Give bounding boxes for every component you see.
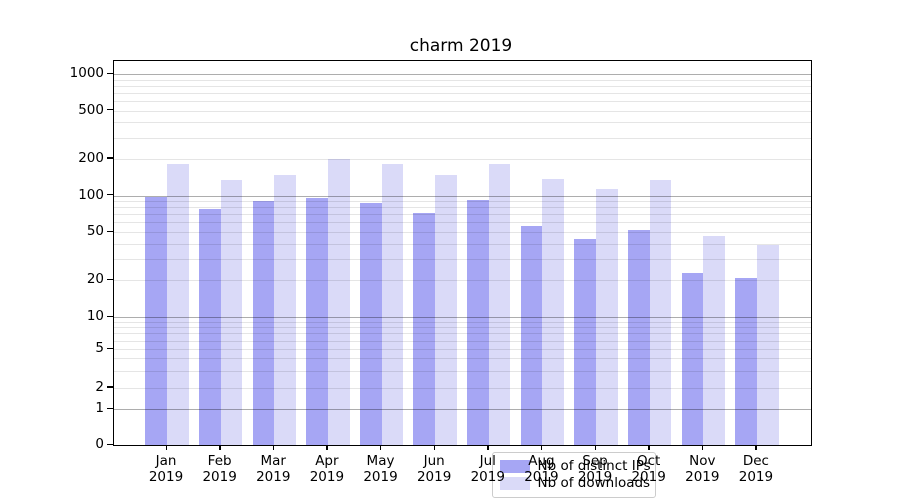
x-tick-month-jun: Jun <box>423 453 445 469</box>
x-tick-year-feb: 2019 <box>202 469 237 485</box>
gridline-minor-800 <box>113 85 811 87</box>
x-tick-month-apr: Apr <box>315 453 339 469</box>
gridline-minor-600 <box>113 100 811 102</box>
x-tick-label-may: May 2019 <box>351 453 411 485</box>
x-tick-label-apr: Apr 2019 <box>297 453 357 485</box>
bar-nb-of-downloads-feb <box>220 180 243 445</box>
gridline-minor-60 <box>113 222 811 224</box>
bar-nb-of-downloads-may <box>381 164 404 445</box>
y-tick-label-0: 0 <box>95 436 104 452</box>
x-tick-year-apr: 2019 <box>309 469 345 485</box>
x-tick-month-jan: Jan <box>155 453 177 469</box>
y-tick-label-50: 50 <box>86 223 104 240</box>
x-tick-year-nov: 2019 <box>685 469 720 485</box>
bar-nb-of-distinct-ips-nov <box>681 273 704 445</box>
gridline-minor-40 <box>113 243 811 245</box>
bar-nb-of-distinct-ips-mar <box>252 201 275 445</box>
x-tick-year-jun: 2019 <box>416 469 452 485</box>
gridline-minor-900 <box>113 79 811 81</box>
legend-label-nb-of-downloads: Nb of downloads <box>537 475 651 492</box>
gridline-minor-300 <box>113 137 811 139</box>
x-tick-label-jan: Jan 2019 <box>136 453 196 485</box>
gridline-minor-70 <box>113 214 811 216</box>
x-tick-month-nov: Nov <box>689 453 716 469</box>
bar-nb-of-downloads-jun <box>435 175 457 445</box>
legend-row-nb-of-distinct-ips: Nb of distinct IPs <box>499 457 651 474</box>
gridline-major-1 <box>113 409 811 410</box>
legend-label-nb-of-distinct-ips: Nb of distinct IPs <box>537 457 651 474</box>
gridline-major-100 <box>113 195 811 197</box>
bar-nb-of-distinct-ips-feb <box>198 208 221 445</box>
x-tick-month-feb: Feb <box>207 453 232 469</box>
x-tick-year-dec: 2019 <box>738 469 774 485</box>
bar-nb-of-downloads-mar <box>274 175 296 445</box>
bar-nb-of-distinct-ips-jan <box>145 196 167 445</box>
gridline-minor-7 <box>113 333 811 335</box>
legend-row-nb-of-downloads: Nb of downloads <box>499 475 651 492</box>
bar-nb-of-downloads-sep <box>596 188 618 445</box>
x-tick-month-may: May <box>366 453 395 469</box>
gridline-minor-4 <box>113 358 811 360</box>
bar-nb-of-distinct-ips-apr <box>306 198 328 445</box>
x-tick-label-feb: Feb 2019 <box>190 453 250 485</box>
chart-title: charm 2019 <box>409 36 513 56</box>
gridline-major-1000 <box>113 74 811 75</box>
bar-nb-of-downloads-jan <box>167 163 189 445</box>
bar-nb-of-downloads-apr <box>327 159 350 445</box>
gridline-minor-30 <box>113 259 811 261</box>
bar-nb-of-distinct-ips-dec <box>735 277 757 445</box>
gridline-minor-200 <box>113 158 811 160</box>
x-tick-label-mar: Mar 2019 <box>243 453 303 485</box>
x-tick-year-may: 2019 <box>363 469 398 485</box>
x-tick-year-jan: 2019 <box>148 469 184 485</box>
gridline-major-10 <box>113 317 811 318</box>
x-tick-label-jun: Jun 2019 <box>404 453 464 485</box>
y-tick-label-1: 1 <box>95 400 104 416</box>
gridline-minor-8 <box>113 327 811 329</box>
x-tick-month-dec: Dec <box>742 453 769 469</box>
y-tick-label-100: 100 <box>78 186 104 203</box>
legend-swatch-nb-of-distinct-ips <box>499 459 530 473</box>
y-tick-label-20: 20 <box>86 271 104 288</box>
gridline-minor-20 <box>113 280 811 282</box>
bar-nb-of-downloads-oct <box>649 180 672 445</box>
x-tick-label-dec: Dec 2019 <box>726 453 786 485</box>
y-tick-label-10: 10 <box>86 308 104 324</box>
gridline-minor-5 <box>113 349 811 350</box>
gridline-minor-400 <box>113 122 811 124</box>
gridline-minor-3 <box>113 370 811 372</box>
gridline-minor-2 <box>113 387 811 389</box>
bar-nb-of-distinct-ips-jun <box>413 212 436 445</box>
legend-swatch-nb-of-downloads <box>499 477 530 491</box>
gridline-minor-700 <box>113 92 811 94</box>
bars-layer <box>114 61 811 445</box>
x-tick-month-mar: Mar <box>260 453 286 469</box>
y-tick-label-2: 2 <box>95 378 104 395</box>
gridline-minor-9 <box>113 321 811 323</box>
y-tick-label-1000: 1000 <box>69 65 104 81</box>
bar-nb-of-downloads-jul <box>488 163 511 445</box>
bar-nb-of-downloads-nov <box>703 236 725 445</box>
y-tick-label-200: 200 <box>78 149 104 166</box>
y-tick-label-500: 500 <box>78 101 104 118</box>
gridline-minor-50 <box>113 232 811 234</box>
bar-nb-of-distinct-ips-aug <box>520 226 543 445</box>
plot-area: Nb of distinct IPs Nb of downloads <box>112 60 812 498</box>
gridline-minor-80 <box>113 207 811 209</box>
bar-nb-of-distinct-ips-sep <box>574 238 597 445</box>
bar-nb-of-distinct-ips-may <box>359 203 382 445</box>
bar-nb-of-downloads-dec <box>756 245 779 445</box>
x-tick-year-mar: 2019 <box>256 469 291 485</box>
gridline-minor-500 <box>113 110 811 112</box>
x-tick-label-nov: Nov 2019 <box>672 453 732 485</box>
bar-nb-of-distinct-ips-jul <box>467 200 489 445</box>
legend: Nb of distinct IPs Nb of downloads <box>491 452 656 498</box>
grid-layer <box>113 61 811 445</box>
gridline-minor-6 <box>113 340 811 342</box>
gridline-minor-90 <box>113 201 811 203</box>
bar-nb-of-downloads-aug <box>542 179 565 445</box>
bar-nb-of-distinct-ips-oct <box>627 230 650 445</box>
y-tick-label-5: 5 <box>95 340 104 356</box>
